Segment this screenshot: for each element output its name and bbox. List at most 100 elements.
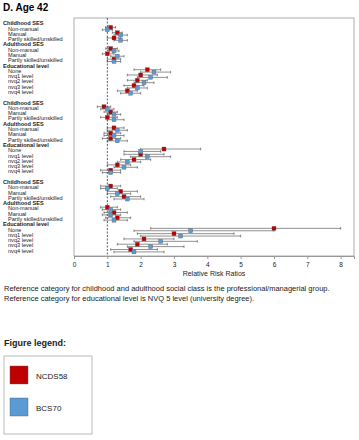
x-tick: 5 (239, 256, 243, 268)
point (119, 33, 123, 37)
error-cap (115, 26, 116, 29)
error-cap (107, 58, 108, 61)
point (135, 242, 139, 246)
error-cap (137, 76, 138, 79)
point (109, 213, 113, 217)
error-cap (114, 39, 115, 42)
error-cap (120, 132, 121, 135)
point (125, 160, 129, 164)
error-cap (102, 53, 103, 56)
error-cap (100, 169, 101, 172)
error-cap (174, 238, 175, 241)
point (189, 229, 193, 233)
x-tick-mark (241, 256, 242, 259)
error-cap (170, 71, 171, 74)
error-cap (105, 47, 106, 50)
error-cap (107, 113, 108, 116)
point (122, 165, 126, 169)
error-bar (141, 149, 201, 150)
error-cap (130, 164, 131, 167)
error-cap (150, 158, 151, 161)
error-cap (114, 198, 115, 201)
error-cap (107, 60, 108, 63)
error-cap (120, 214, 121, 217)
error-cap (124, 127, 125, 130)
error-cap (104, 219, 105, 222)
point (162, 147, 166, 151)
error-cap (117, 111, 118, 114)
error-cap (100, 187, 101, 190)
error-cap (127, 79, 128, 82)
chart: D. Age 42012345678Relative Risk RatiosCh… (0, 0, 359, 440)
error-bar (124, 238, 174, 239)
error-cap (134, 240, 135, 243)
error-cap (274, 229, 275, 232)
error-cap (130, 155, 131, 158)
point (139, 149, 143, 153)
error-cap (140, 195, 141, 198)
x-tick-label: 3 (173, 261, 177, 268)
error-cap (109, 50, 110, 53)
row-labels: Childhood SESNon-manualManualPartly skil… (3, 20, 63, 253)
error-cap (100, 116, 101, 119)
x-tick-label: 6 (273, 261, 277, 268)
point (105, 52, 109, 56)
error-cap (104, 211, 105, 214)
x-axis: 012345678 (73, 256, 355, 268)
row-label: nvq4 level (8, 89, 33, 95)
error-cap (100, 185, 101, 188)
error-cap (124, 55, 125, 58)
point (149, 245, 153, 249)
point (132, 250, 136, 254)
point (172, 232, 176, 236)
x-tick-mark (174, 256, 175, 259)
error-cap (112, 31, 113, 34)
series-1 (101, 28, 274, 254)
point (152, 70, 156, 74)
point (125, 197, 129, 201)
error-cap (120, 158, 121, 161)
x-tick-mark (74, 256, 75, 259)
error-cap (117, 187, 118, 190)
error-cap (134, 229, 135, 232)
x-axis-line (75, 257, 355, 260)
legend-swatch (10, 366, 28, 384)
x-tick-mark (207, 256, 208, 259)
error-cap (127, 34, 128, 37)
error-cap (107, 164, 108, 167)
error-cap (124, 150, 125, 153)
x-tick-label: 2 (139, 261, 143, 268)
error-cap (110, 105, 111, 108)
error-bar (141, 236, 241, 237)
x-tick: 7 (306, 256, 310, 268)
point (115, 54, 119, 58)
x-tick-label: 0 (73, 261, 77, 268)
error-cap (102, 137, 103, 140)
point (109, 208, 113, 212)
error-cap (124, 84, 125, 87)
error-cap (105, 216, 106, 219)
point (112, 218, 116, 222)
marks (97, 18, 340, 256)
error-cap (200, 148, 201, 151)
point (135, 86, 139, 90)
error-cap (140, 71, 141, 74)
legend-title: Figure legend: (4, 338, 66, 348)
error-cap (127, 245, 128, 248)
point (145, 155, 149, 159)
point (112, 134, 116, 138)
error-cap (167, 76, 168, 79)
row-label: nvq4 level (8, 248, 33, 254)
error-cap (140, 235, 141, 238)
error-cap (120, 60, 121, 63)
x-tick-mark (107, 256, 108, 259)
error-cap (127, 74, 128, 77)
error-cap (107, 37, 108, 40)
error-cap (127, 211, 128, 214)
error-cap (102, 208, 103, 211)
error-cap (102, 214, 103, 217)
error-cap (107, 140, 108, 143)
error-cap (117, 161, 118, 164)
point (139, 73, 143, 77)
point (179, 234, 183, 238)
